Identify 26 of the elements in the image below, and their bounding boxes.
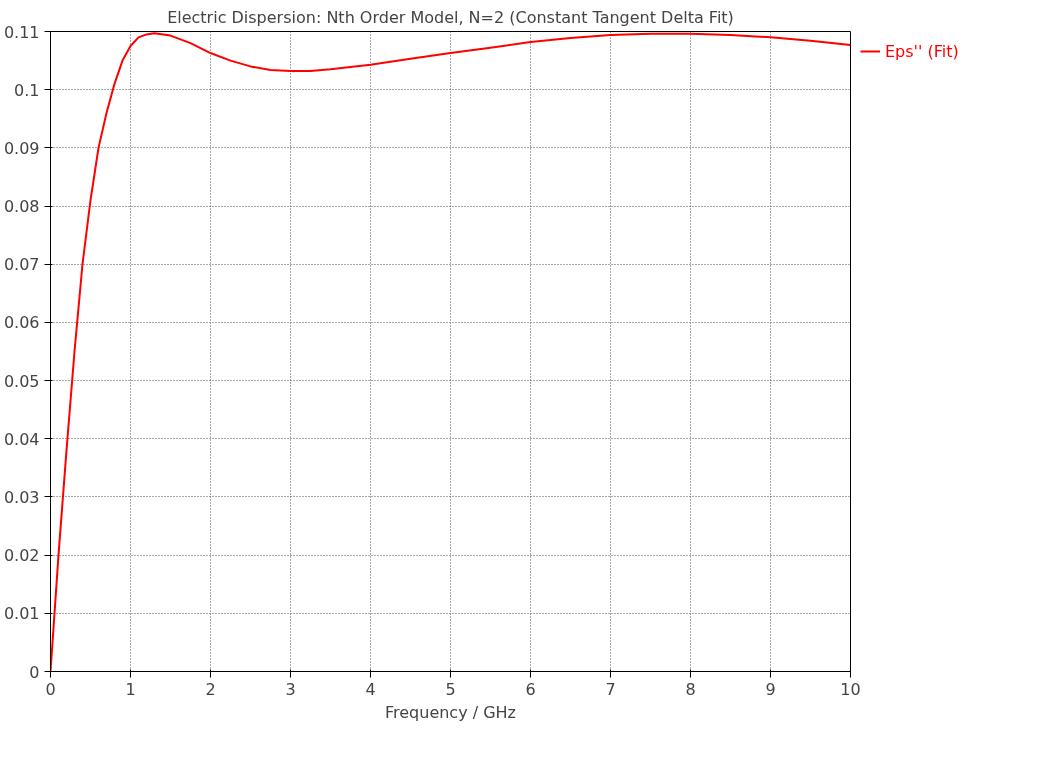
y-tick-label: 0.07 [3,255,40,275]
y-tick-label: 0.04 [3,429,40,449]
x-tick-label: 9 [765,679,776,699]
y-tick-label: 0.01 [3,604,40,624]
x-tick-label: 6 [525,679,536,699]
y-tick-label: 0.09 [3,138,40,158]
x-tick-label: 4 [365,679,376,699]
x-tick-label: 3 [285,679,296,699]
x-tick-label: 1 [125,679,136,699]
y-tick-label: 0.03 [3,487,40,507]
y-tick-label: 0.11 [3,22,40,42]
x-tick-label: 7 [605,679,616,699]
x-tick-label: 0 [45,679,56,699]
x-tick-label: 2 [205,679,216,699]
y-tick-label: 0.02 [3,546,40,566]
y-tick-label: 0 [29,662,40,682]
y-tick-label: 0.08 [3,197,40,217]
y-tick-label: 0.05 [3,371,40,391]
chart-title: Electric Dispersion: Nth Order Model, N=2 (Constant Tangent Delta Fit) [167,7,734,27]
y-tick-label: 0.1 [14,80,40,100]
legend-label: Eps'' (Fit) [885,41,959,61]
x-tick-label: 10 [840,679,861,699]
y-tick-label: 0.06 [3,313,40,333]
x-tick-label: 8 [685,679,696,699]
x-axis-title: Frequency / GHz [384,702,517,722]
x-tick-label: 5 [445,679,456,699]
